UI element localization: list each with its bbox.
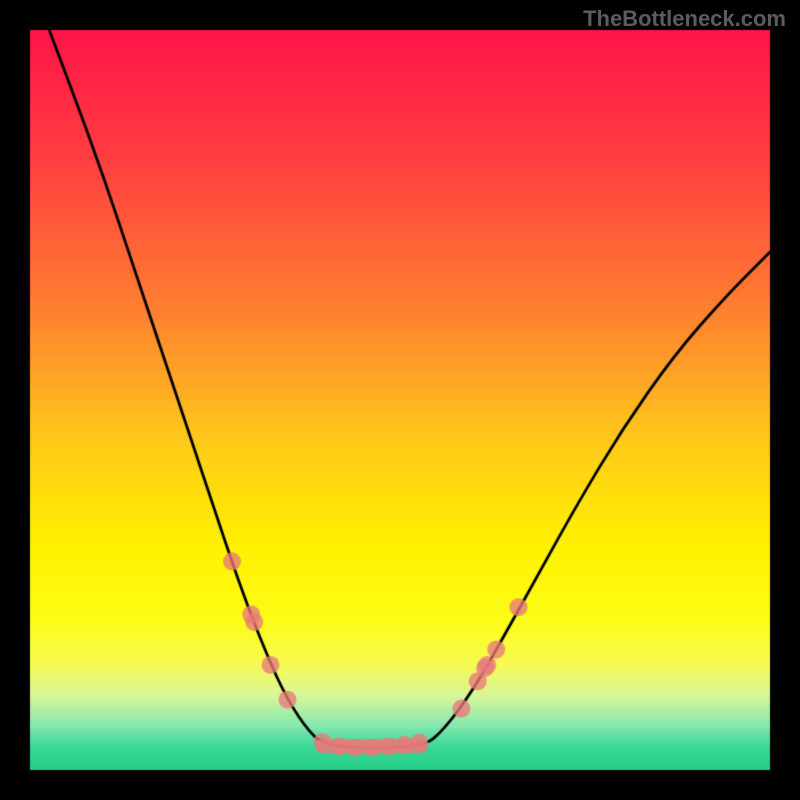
watermark-text: TheBottleneck.com: [583, 6, 786, 32]
chart-canvas: [0, 0, 800, 800]
chart-container: TheBottleneck.com: [0, 0, 800, 800]
